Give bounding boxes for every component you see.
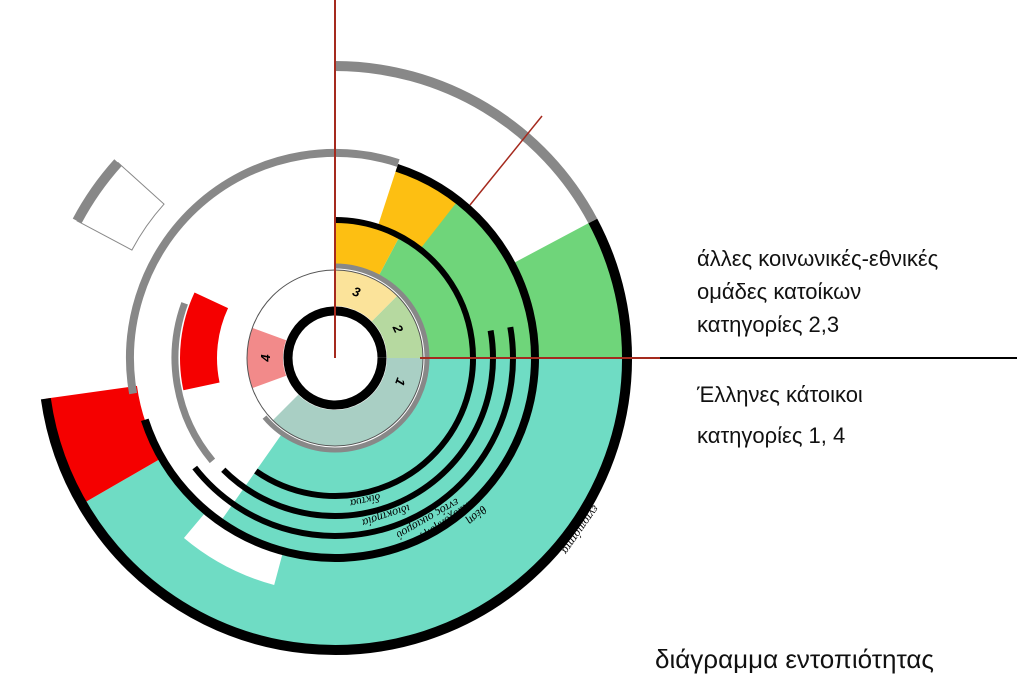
region [179,292,229,391]
ring-arc [262,263,430,453]
region [220,358,535,558]
region [82,358,627,650]
rings [40,61,632,655]
region [183,511,284,585]
ring-arc [221,330,496,519]
ring-arc [140,163,539,562]
region [335,220,400,279]
region [45,385,162,504]
legend-text: κατηγορίες 1, 4 [697,423,845,448]
ring-arc [72,159,122,224]
caption: διάγραμμα εντοπιότητας [655,644,934,674]
ring-arc [126,149,400,395]
ring-arc [283,306,387,410]
legend-text: ομάδες κατοίκων [697,279,861,304]
ring-arc [334,61,598,224]
legend-text: άλλες κοινωνικές-εθνικές [697,246,938,271]
legend-text: κατηγορίες 2,3 [697,312,839,337]
divider [469,115,543,206]
sector-label: 4 [258,354,273,363]
ring-arc [254,217,476,499]
region [335,270,398,322]
sector-label: 1 [392,376,409,388]
ring-label: δίκτυα [348,491,382,511]
ring-arc [40,218,632,655]
region [511,220,627,358]
ring-arc [192,326,516,539]
region [247,327,287,389]
region [272,358,423,446]
ring-arc [171,302,216,464]
region [371,295,423,358]
legend-text: Έλληνες κάτοικοι [696,382,863,407]
